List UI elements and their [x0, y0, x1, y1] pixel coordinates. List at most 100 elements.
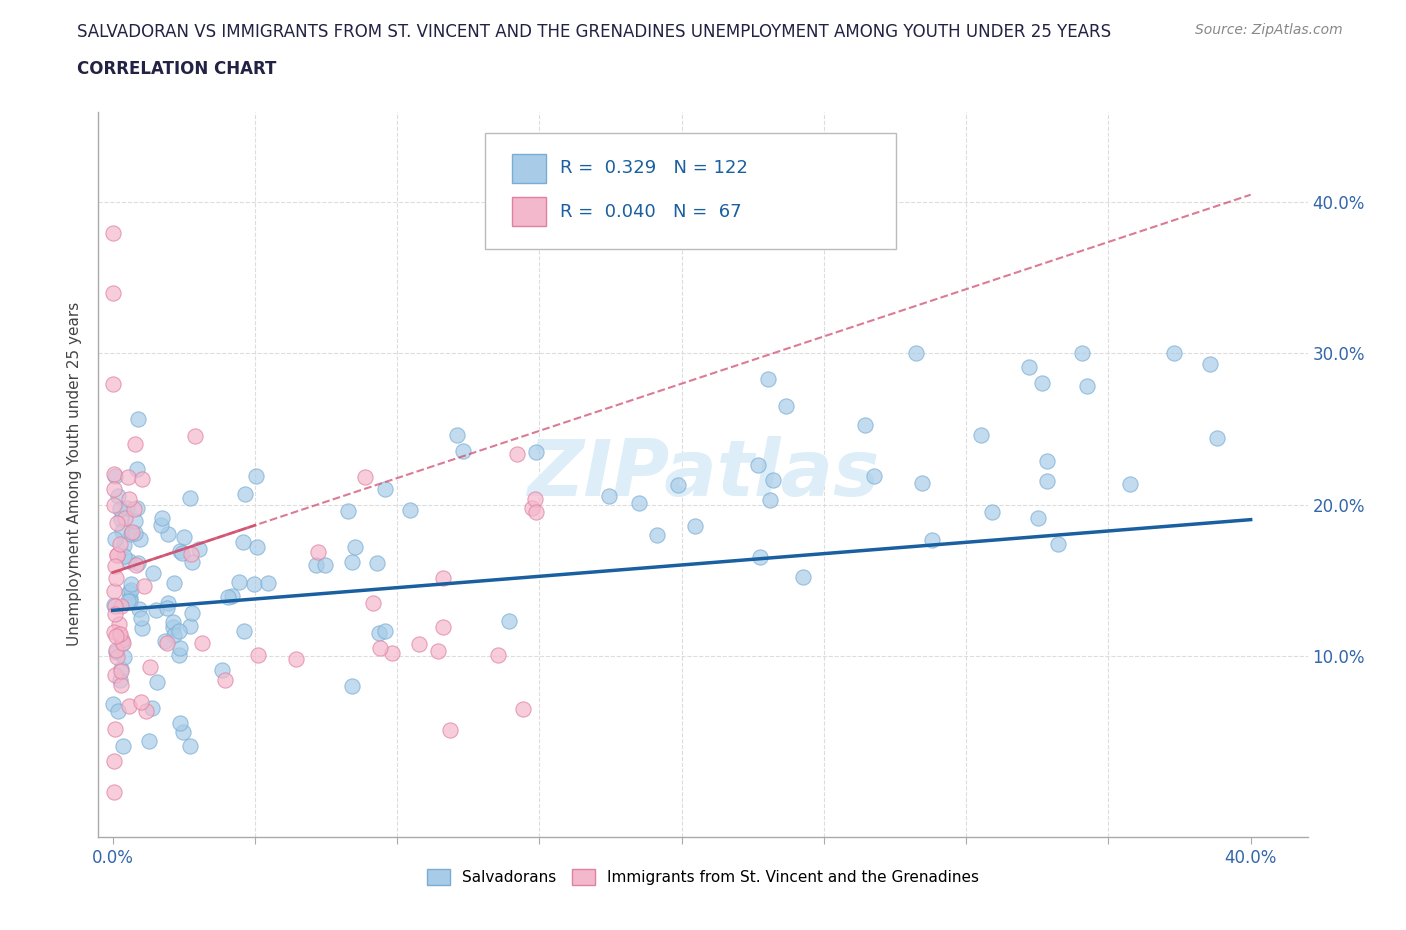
Point	[103, 498, 125, 512]
Point	[775, 399, 797, 414]
Point	[103, 377, 125, 392]
Point	[524, 504, 547, 519]
Point	[117, 470, 139, 485]
Point	[104, 532, 127, 547]
Point	[307, 545, 329, 560]
Point	[105, 649, 128, 664]
Point	[110, 661, 132, 676]
Point	[173, 529, 195, 544]
Point	[127, 411, 149, 426]
Point	[188, 542, 211, 557]
Point	[1028, 511, 1050, 525]
Point	[399, 503, 422, 518]
Point	[163, 628, 186, 643]
Point	[110, 663, 132, 678]
Point	[141, 701, 163, 716]
Point	[103, 754, 125, 769]
Point	[314, 558, 336, 573]
Point	[361, 595, 384, 610]
Point	[101, 697, 124, 711]
Point	[111, 635, 134, 650]
Point	[134, 579, 156, 594]
Point	[747, 458, 769, 472]
Point	[156, 635, 179, 650]
Point	[153, 634, 176, 649]
Point	[107, 703, 129, 718]
Point	[104, 722, 127, 737]
Point	[233, 624, 256, 639]
Point	[145, 603, 167, 618]
Point	[118, 553, 141, 568]
Point	[107, 627, 129, 642]
Point	[118, 594, 141, 609]
Point	[111, 524, 134, 538]
Point	[683, 519, 706, 534]
Point	[374, 482, 396, 497]
Point	[191, 635, 214, 650]
Point	[169, 641, 191, 656]
Text: CORRELATION CHART: CORRELATION CHART	[77, 60, 277, 78]
Point	[129, 531, 152, 546]
Point	[120, 577, 142, 591]
Point	[179, 738, 201, 753]
Point	[911, 476, 934, 491]
Point	[666, 477, 689, 492]
Point	[353, 469, 375, 484]
Point	[970, 427, 993, 442]
Point	[598, 488, 620, 503]
Point	[105, 644, 128, 659]
Point	[340, 679, 363, 694]
Point	[131, 472, 153, 486]
Point	[118, 584, 141, 599]
Point	[111, 633, 134, 648]
Point	[1163, 346, 1185, 361]
Point	[627, 496, 650, 511]
Point	[115, 500, 138, 515]
FancyBboxPatch shape	[485, 133, 897, 249]
Point	[145, 674, 167, 689]
Point	[179, 619, 201, 634]
Point	[1047, 537, 1070, 551]
Point	[921, 532, 943, 547]
Point	[337, 503, 360, 518]
Point	[105, 516, 128, 531]
Point	[105, 547, 128, 562]
Point	[103, 467, 125, 482]
Text: SALVADORAN VS IMMIGRANTS FROM ST. VINCENT AND THE GRENADINES UNEMPLOYMENT AMONG : SALVADORAN VS IMMIGRANTS FROM ST. VINCEN…	[77, 23, 1112, 41]
Y-axis label: Unemployment Among Youth under 25 years: Unemployment Among Youth under 25 years	[67, 302, 83, 646]
Point	[110, 537, 132, 551]
Point	[139, 659, 162, 674]
Point	[105, 570, 128, 585]
Point	[257, 576, 280, 591]
Point	[101, 286, 124, 300]
Point	[131, 695, 153, 710]
Point	[124, 436, 146, 451]
Point	[505, 446, 527, 461]
Point	[183, 429, 205, 444]
Point	[125, 461, 148, 476]
Text: R =  0.329   N = 122: R = 0.329 N = 122	[561, 159, 748, 178]
Point	[125, 500, 148, 515]
Point	[247, 647, 270, 662]
Point	[156, 596, 179, 611]
Point	[108, 627, 131, 642]
Point	[124, 513, 146, 528]
Bar	[512, 197, 546, 226]
Point	[120, 526, 142, 541]
Point	[104, 668, 127, 683]
Point	[111, 635, 134, 650]
Point	[980, 504, 1002, 519]
Point	[124, 501, 146, 516]
Point	[1119, 476, 1142, 491]
Point	[128, 602, 150, 617]
Point	[157, 526, 180, 541]
Point	[305, 558, 328, 573]
Point	[221, 589, 243, 604]
Point	[1206, 431, 1229, 445]
Point	[285, 651, 308, 666]
Point	[486, 648, 509, 663]
Bar	[512, 153, 546, 182]
Point	[1036, 454, 1059, 469]
Point	[524, 445, 547, 459]
Point	[498, 613, 520, 628]
